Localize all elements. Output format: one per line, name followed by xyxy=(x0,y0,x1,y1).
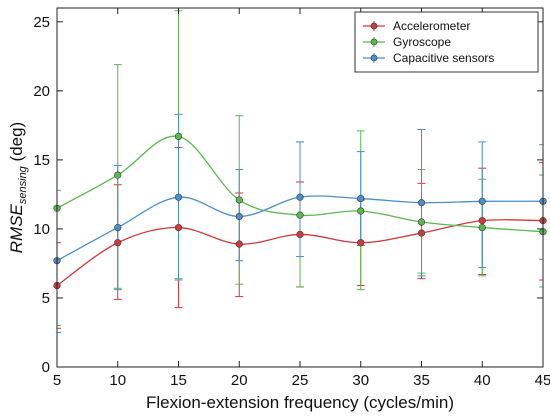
data-point xyxy=(235,240,243,248)
series-line xyxy=(57,195,543,262)
legend-label: Gyroscope xyxy=(393,35,451,49)
y-tick-label: 25 xyxy=(33,14,50,31)
data-point xyxy=(357,207,365,215)
data-point xyxy=(478,217,486,225)
x-tick-label: 35 xyxy=(413,372,430,389)
legend-label: Capacitive sensors xyxy=(393,51,494,65)
x-tick-label: 20 xyxy=(231,372,248,389)
data-point xyxy=(296,211,304,219)
series-2 xyxy=(57,113,543,333)
y-tick-label: 0 xyxy=(42,359,50,376)
data-point xyxy=(235,196,243,204)
y-tick-label: 5 xyxy=(42,290,50,307)
x-tick-label: 25 xyxy=(292,372,309,389)
legend-swatch-marker xyxy=(370,38,378,46)
data-point xyxy=(296,230,304,239)
legend-label: Accelerometer xyxy=(393,19,470,33)
x-axis-label: Flexion-extension frequency (cycles/min) xyxy=(146,393,454,412)
data-point xyxy=(174,193,183,201)
x-tick-label: 10 xyxy=(109,372,126,389)
y-tick-label: 20 xyxy=(33,83,50,100)
data-point xyxy=(296,193,304,201)
data-point xyxy=(357,194,365,203)
data-point xyxy=(114,239,122,247)
data-point xyxy=(174,223,183,232)
data-point xyxy=(417,229,426,237)
x-tick-label: 15 xyxy=(170,372,187,389)
data-point xyxy=(114,223,122,232)
series-layer xyxy=(53,10,547,333)
data-point xyxy=(478,223,486,232)
data-point xyxy=(478,197,486,205)
series-line xyxy=(57,135,543,233)
series-points-1 xyxy=(53,132,547,236)
data-point xyxy=(417,218,426,226)
legend-swatch-marker xyxy=(370,22,378,30)
data-point xyxy=(114,171,122,179)
y-tick-label: 15 xyxy=(33,152,50,169)
y-tick-label: 10 xyxy=(33,221,50,238)
y-axis-label-sub: sensing xyxy=(17,165,29,204)
x-tick-label: 45 xyxy=(535,372,550,389)
x-tick-label: 5 xyxy=(53,372,61,389)
series-points-2 xyxy=(53,193,547,265)
data-point xyxy=(235,212,243,221)
y-axis-label-main: RMSE xyxy=(7,203,26,253)
x-tick-label: 30 xyxy=(352,372,369,389)
data-point xyxy=(417,199,426,207)
data-point xyxy=(357,239,365,247)
y-axis-label: RMSEsensing (deg) xyxy=(7,122,29,253)
y-axis-label-unit: (deg) xyxy=(7,122,26,166)
legend: Accelerometer Gyroscope Capacitive sensors xyxy=(354,11,539,73)
x-tick-label: 40 xyxy=(474,372,491,389)
legend-swatch-marker xyxy=(370,54,378,62)
data-point xyxy=(174,132,183,141)
legend-box xyxy=(354,11,539,73)
